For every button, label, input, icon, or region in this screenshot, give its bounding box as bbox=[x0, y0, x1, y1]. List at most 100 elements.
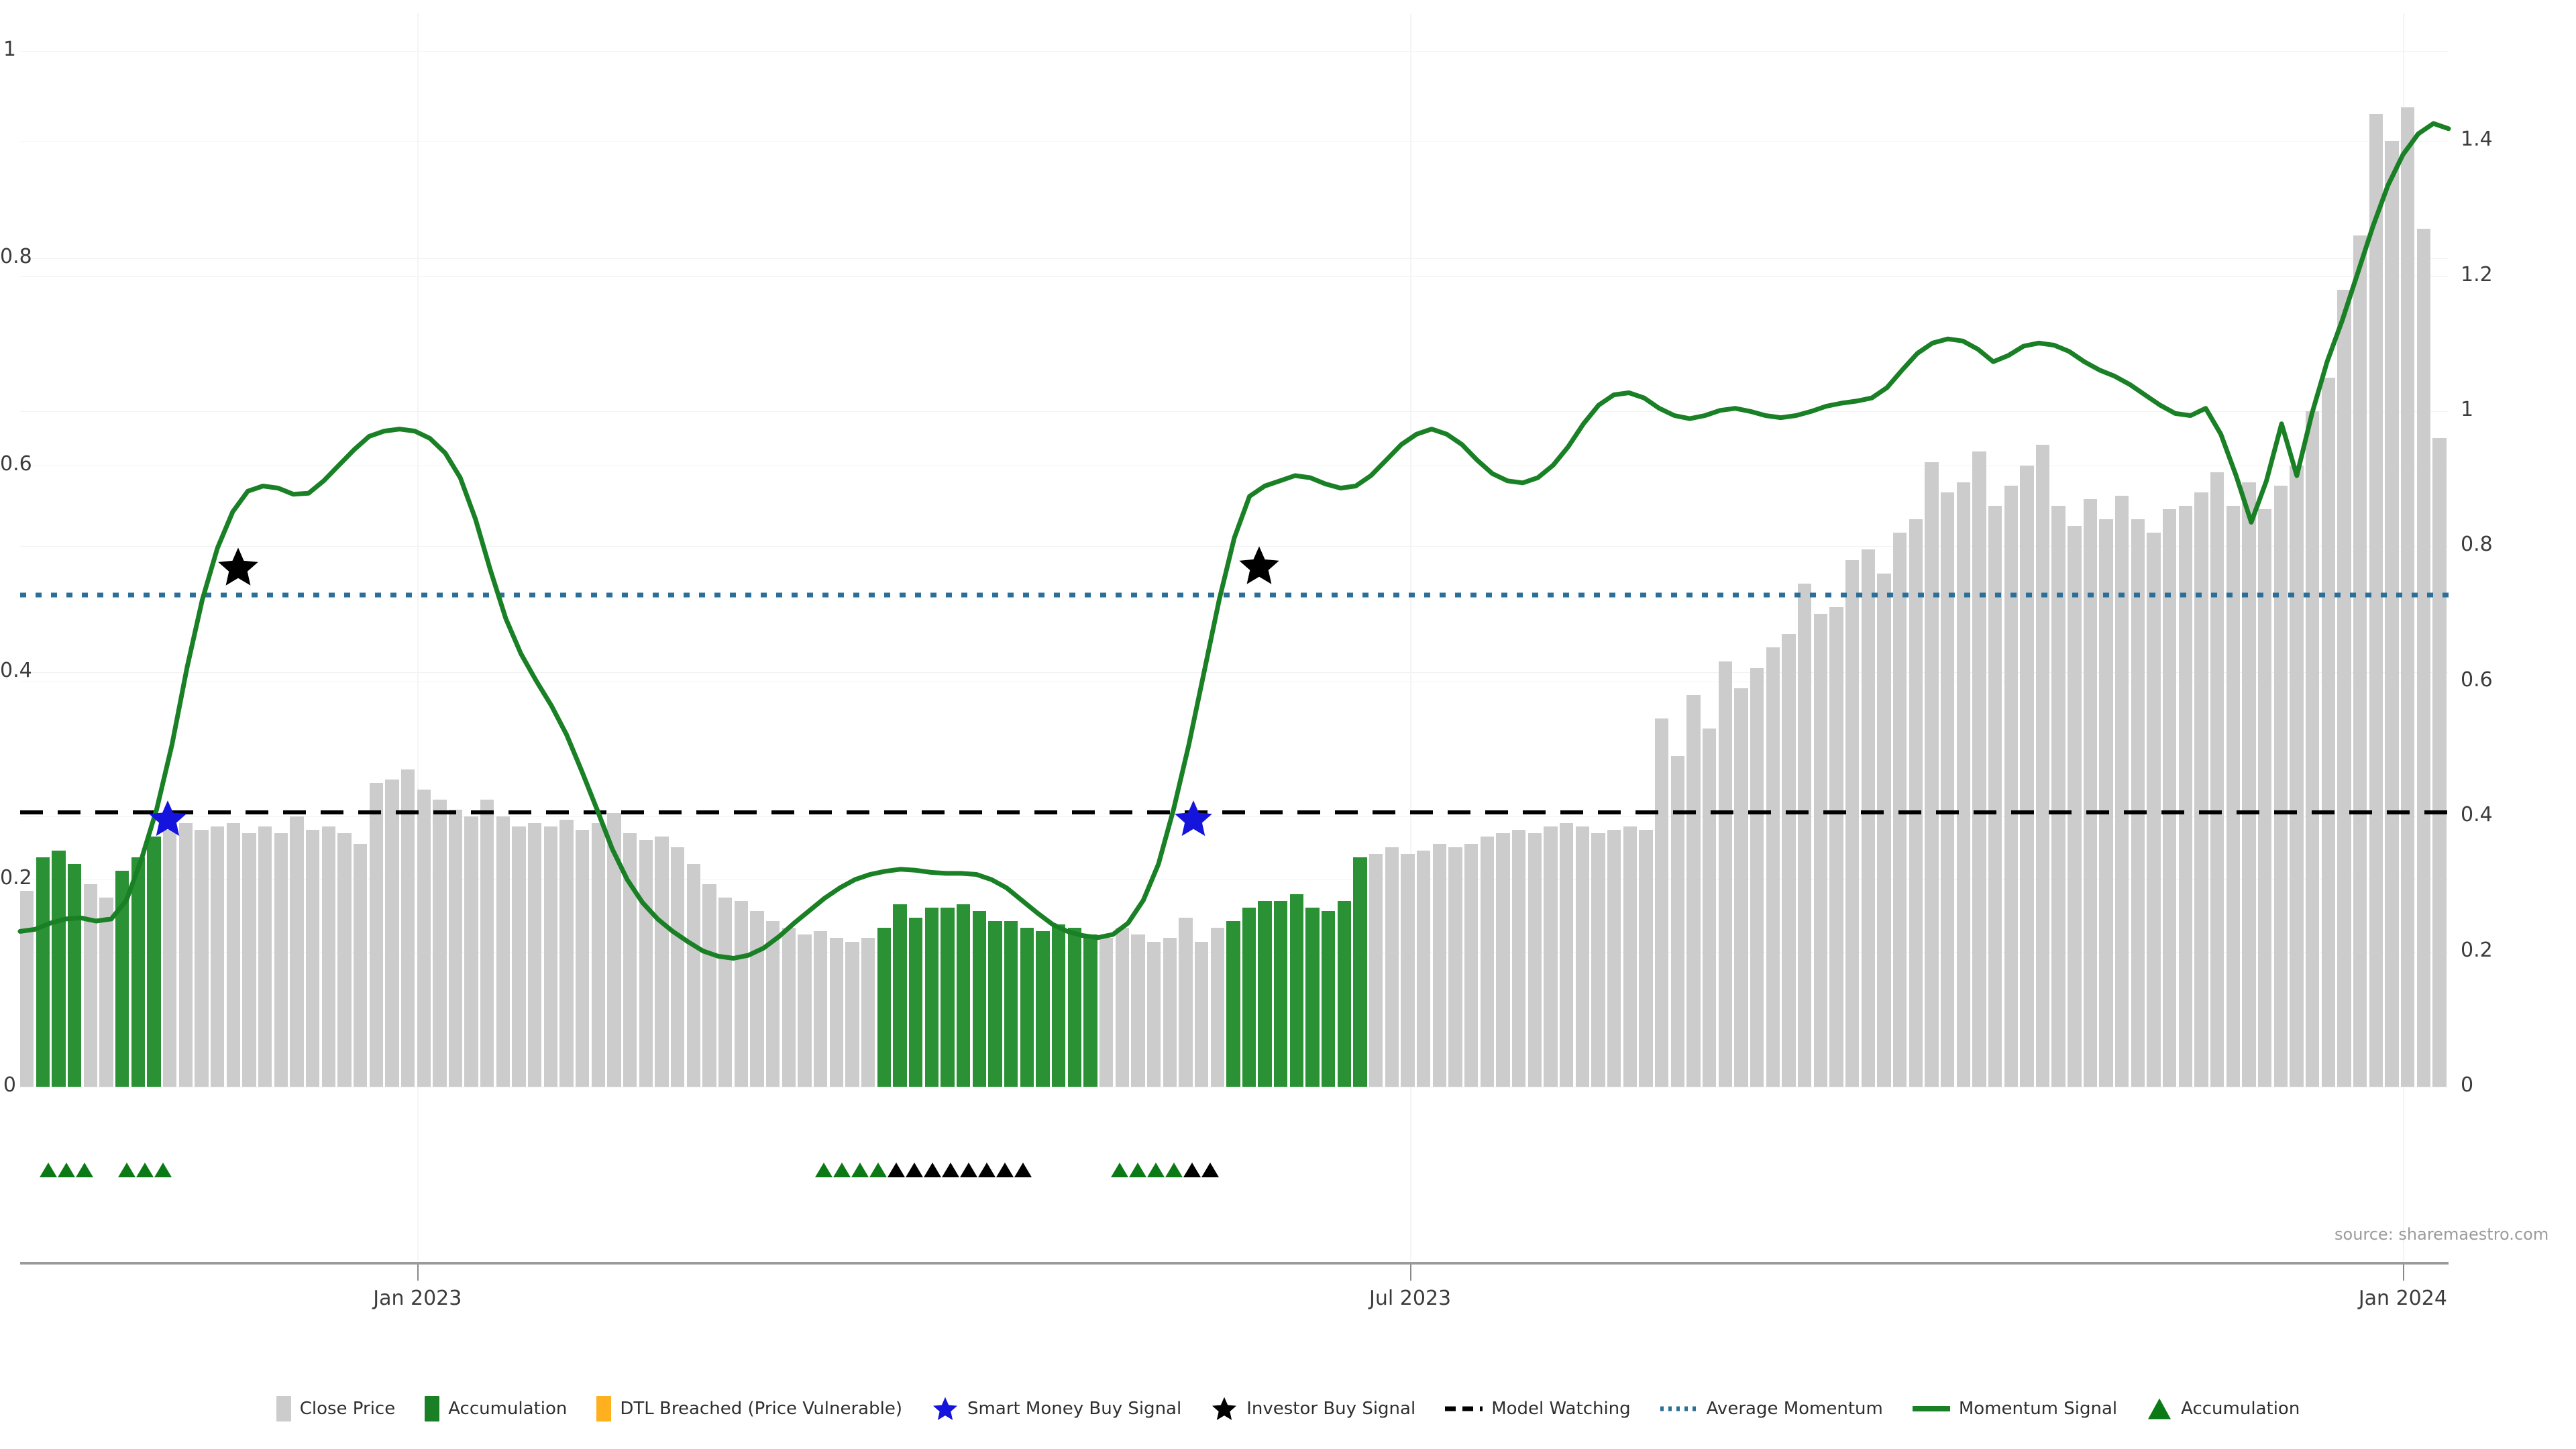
legend-item-label: Investor Buy Signal bbox=[1246, 1399, 1416, 1419]
legend-star-icon bbox=[1211, 1395, 1238, 1422]
gridline-horizontal bbox=[20, 276, 2449, 277]
price-bar bbox=[1670, 755, 1684, 1087]
price-bar bbox=[448, 810, 463, 1087]
accumulation-triangle-green bbox=[815, 1163, 833, 1178]
price-bar bbox=[36, 857, 50, 1087]
price-bar bbox=[623, 833, 637, 1087]
price-bar bbox=[1083, 934, 1097, 1087]
price-bar bbox=[702, 883, 716, 1087]
x-axis-tick bbox=[417, 1265, 419, 1281]
accumulation-triangle-green bbox=[39, 1163, 57, 1178]
legend-item[interactable]: Close Price bbox=[276, 1396, 395, 1421]
price-bar bbox=[607, 813, 621, 1087]
price-bar bbox=[2051, 506, 2065, 1087]
price-bar bbox=[1909, 519, 1923, 1087]
price-bar bbox=[1940, 492, 1955, 1087]
price-bar bbox=[2210, 472, 2224, 1087]
x-axis-tick-label: Jan 2023 bbox=[373, 1287, 462, 1310]
legend-item[interactable]: Momentum Signal bbox=[1912, 1399, 2117, 1419]
accumulation-triangle-green bbox=[1147, 1163, 1165, 1178]
price-bar bbox=[782, 928, 796, 1087]
y-axis-right-tick-label: 0.8 bbox=[2461, 533, 2493, 557]
gridline-horizontal bbox=[20, 141, 2449, 142]
x-axis-tick bbox=[2402, 1265, 2404, 1281]
accumulation-triangle-black bbox=[888, 1163, 906, 1178]
price-bar bbox=[1163, 938, 1177, 1087]
legend-item[interactable]: Accumulation bbox=[425, 1396, 567, 1421]
accumulation-triangle-green bbox=[154, 1163, 172, 1178]
price-bar bbox=[1322, 911, 1336, 1087]
price-bar bbox=[2163, 509, 2177, 1087]
legend-item[interactable]: Investor Buy Signal bbox=[1211, 1395, 1415, 1422]
price-bar bbox=[1464, 843, 1479, 1087]
price-bar bbox=[829, 938, 843, 1087]
price-bar bbox=[1385, 847, 1399, 1087]
legend-bar-swatch bbox=[596, 1396, 612, 1421]
accumulation-triangle-green bbox=[1111, 1163, 1129, 1178]
model-watching-line bbox=[20, 810, 2449, 814]
price-bar bbox=[861, 938, 875, 1087]
accumulation-triangle-black bbox=[906, 1163, 924, 1178]
price-bar bbox=[242, 833, 256, 1087]
price-bar bbox=[1210, 928, 1224, 1087]
price-bar bbox=[2035, 445, 2050, 1087]
x-axis-tick-label: Jul 2023 bbox=[1369, 1287, 1452, 1310]
price-bar bbox=[1718, 661, 1732, 1087]
price-bar bbox=[433, 800, 447, 1087]
legend-item[interactable]: Average Momentum bbox=[1660, 1399, 1883, 1419]
legend-dotted-line bbox=[1660, 1405, 1698, 1412]
price-bar bbox=[972, 911, 986, 1087]
legend-item[interactable]: Smart Money Buy Signal bbox=[932, 1395, 1181, 1422]
legend-item[interactable]: Model Watching bbox=[1445, 1399, 1631, 1419]
price-bar bbox=[2242, 482, 2256, 1087]
price-bar bbox=[2083, 498, 2098, 1087]
legend-item[interactable]: Accumulation bbox=[2147, 1397, 2300, 1420]
price-bar bbox=[1131, 934, 1145, 1087]
price-bar bbox=[2226, 506, 2241, 1087]
price-bar bbox=[1051, 924, 1066, 1087]
price-bar bbox=[1654, 718, 1669, 1087]
price-bar bbox=[2131, 519, 2145, 1087]
legend-item-label: Model Watching bbox=[1491, 1399, 1631, 1419]
price-bar bbox=[1702, 729, 1717, 1087]
gridline-vertical bbox=[1410, 13, 1412, 1261]
price-bar bbox=[1179, 918, 1193, 1087]
price-bar bbox=[2273, 485, 2288, 1087]
price-bar bbox=[845, 941, 859, 1087]
price-bar bbox=[1750, 667, 1764, 1087]
legend-solid-line bbox=[1912, 1405, 1950, 1412]
price-bar bbox=[210, 826, 225, 1087]
gridline-vertical bbox=[417, 13, 419, 1261]
source-note: source: sharemaestro.com bbox=[2334, 1225, 2549, 1244]
y-axis-left-tick-label: 0.6 bbox=[0, 451, 32, 476]
accumulation-triangle-black bbox=[924, 1163, 942, 1178]
accumulation-triangle-black bbox=[960, 1163, 978, 1178]
price-bar bbox=[2416, 229, 2431, 1087]
legend-item-label: Accumulation bbox=[448, 1399, 568, 1419]
price-bar bbox=[1417, 850, 1431, 1087]
price-bar bbox=[528, 823, 542, 1087]
price-bar bbox=[147, 837, 161, 1087]
price-bar bbox=[1242, 908, 1256, 1087]
price-bar bbox=[2385, 141, 2399, 1087]
price-bar bbox=[1226, 921, 1240, 1087]
price-bar bbox=[814, 931, 828, 1087]
price-bar bbox=[1289, 894, 1304, 1087]
price-bar bbox=[941, 908, 955, 1087]
price-bar bbox=[1337, 901, 1352, 1087]
gridline-horizontal bbox=[20, 411, 2449, 413]
price-bar bbox=[718, 898, 733, 1087]
price-bar bbox=[1369, 853, 1383, 1087]
price-bar bbox=[20, 890, 34, 1087]
price-bar bbox=[1829, 607, 1843, 1087]
price-bar bbox=[2115, 495, 2129, 1087]
y-axis-left-tick-label: 0 bbox=[3, 1073, 16, 1097]
price-bar bbox=[1004, 921, 1018, 1087]
gridline-horizontal bbox=[20, 879, 2449, 881]
price-bar bbox=[1925, 462, 1939, 1087]
price-bar bbox=[480, 800, 494, 1087]
legend-item[interactable]: DTL Breached (Price Vulnerable) bbox=[596, 1396, 902, 1421]
price-bar bbox=[734, 901, 749, 1087]
y-axis-right-tick-label: 1 bbox=[2461, 398, 2474, 422]
